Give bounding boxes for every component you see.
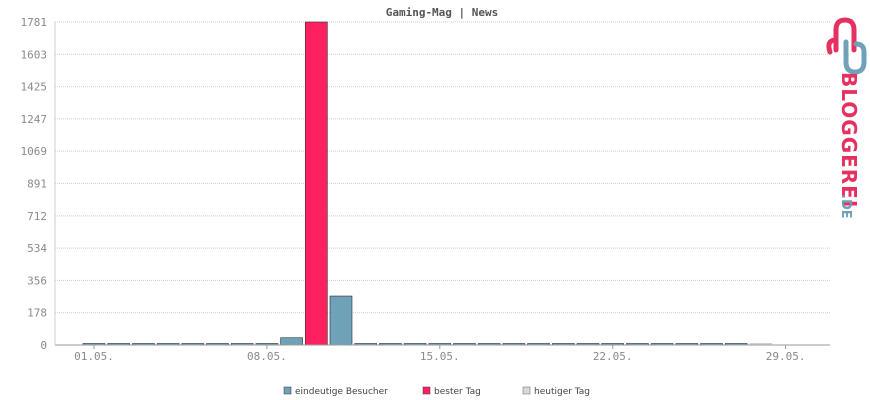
y-tick-label: 1781	[21, 16, 48, 29]
bar-bester-tag	[304, 21, 328, 346]
bar-eindeutige-besucher	[329, 295, 353, 346]
bloggerei-logo[interactable]: BLOGGEREI .DE	[826, 17, 867, 219]
y-tick-label: 1425	[21, 81, 48, 94]
chart-title: Gaming-Mag | News	[386, 6, 499, 19]
logo-text: BLOGGEREI	[837, 72, 861, 208]
legend-swatch-bester-tag	[422, 386, 431, 395]
x-tick-label: 01.05.	[74, 350, 114, 363]
x-axis-ticks: 01.05. 08.05. 15.05. 22.05. 29.05.	[74, 345, 805, 363]
y-tick-label: 1247	[21, 113, 48, 126]
logo-icon	[826, 17, 867, 75]
y-tick-label: 178	[27, 307, 47, 320]
y-tick-label: 356	[27, 274, 47, 287]
y-tick-label: 712	[27, 210, 47, 223]
legend-item-heutiger-tag: heutiger Tag	[522, 386, 590, 397]
x-tick-label: 15.05.	[420, 350, 460, 363]
y-tick-label: 1603	[21, 48, 48, 61]
logo-text-suffix: .DE	[838, 194, 853, 219]
legend: eindeutige Besucher bester Tag heutiger …	[283, 386, 590, 397]
legend-label-eindeutige-besucher: eindeutige Besucher	[295, 387, 388, 397]
legend-item-eindeutige-besucher: eindeutige Besucher	[283, 386, 388, 397]
x-tick-label: 22.05.	[593, 350, 633, 363]
bars	[82, 21, 773, 346]
y-tick-label: 1069	[21, 145, 48, 158]
x-tick-label: 29.05.	[766, 350, 806, 363]
legend-swatch-heutiger-tag	[522, 386, 531, 395]
legend-label-heutiger-tag: heutiger Tag	[534, 387, 590, 397]
y-tick-label: 891	[27, 177, 47, 190]
legend-item-bester-tag: bester Tag	[422, 386, 481, 397]
legend-swatch-eindeutige-besucher	[283, 386, 292, 395]
y-tick-label: 534	[27, 242, 47, 255]
bar-eindeutige-besucher	[280, 337, 303, 346]
legend-label-bester-tag: bester Tag	[434, 387, 481, 397]
x-tick-label: 08.05.	[247, 350, 287, 363]
y-tick-label: 0	[40, 339, 47, 352]
y-axis-ticks: 0 178 356 534 712 891 1069 1247 1425 1603 1781	[21, 16, 48, 352]
grid-lines	[55, 21, 830, 314]
